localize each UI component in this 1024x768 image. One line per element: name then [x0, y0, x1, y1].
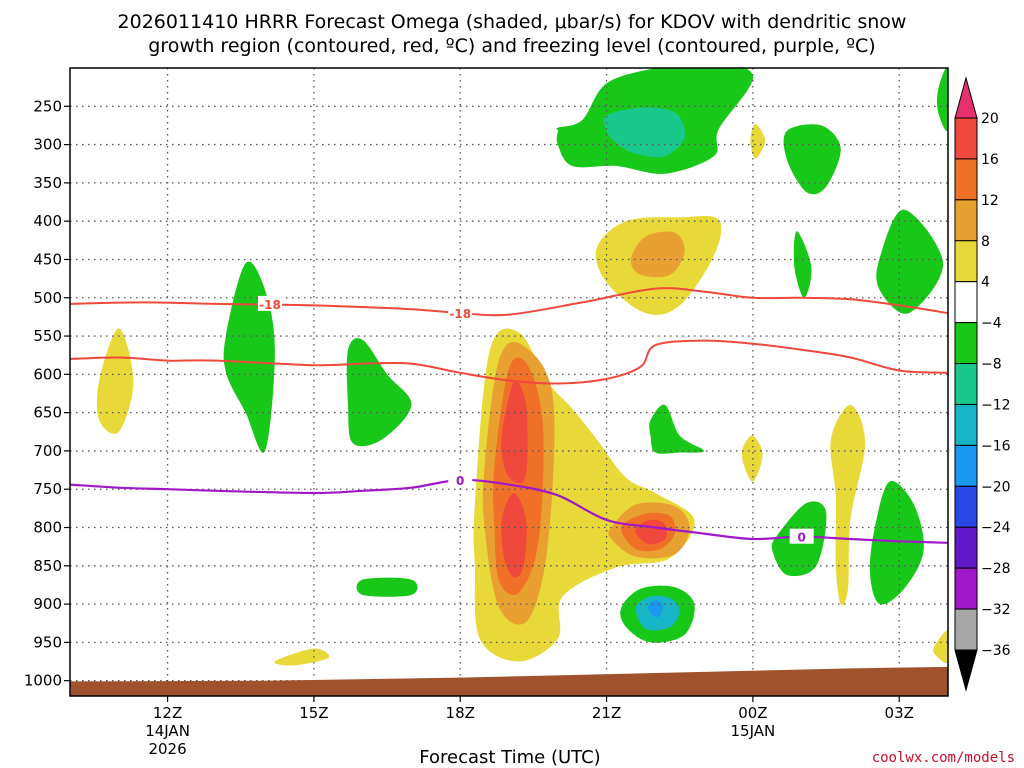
colorbar-swatch-7: [954, 403, 978, 446]
colorbar-tick-8: −16: [981, 438, 1011, 454]
x-tick-label-3: 21Z: [592, 704, 621, 722]
colorbar-swatch-12: [954, 608, 978, 651]
colorbar-swatch-1: [954, 158, 978, 201]
colorbar-tick-4: 4: [981, 275, 990, 291]
colorbar-tick-9: −20: [981, 479, 1011, 495]
colorbar-tick-11: −28: [981, 561, 1011, 577]
x-tick-label-1: 15Z: [299, 704, 328, 722]
colorbar-tick-13: −36: [981, 643, 1011, 659]
colorbar: 20 16 12 8 4 −4 −8 −12 −16 −20 −24 −28 −32 −36: [954, 76, 1011, 692]
omega-region-5: [750, 123, 766, 159]
omega-region-6: [793, 231, 812, 298]
x-tick-year-0: 2026: [148, 740, 186, 758]
colorbar-swatch-3: [954, 240, 978, 283]
freezing-label-2: 0: [797, 531, 805, 545]
colorbar-swatch-6: [954, 363, 978, 405]
chart-title-line1: 2026011410 HRRR Forecast Omega (shaded, …: [118, 11, 907, 33]
colorbar-tick-12: −32: [981, 602, 1011, 618]
omega-region-18: [501, 493, 527, 578]
colorbar-swatch-11: [954, 567, 978, 610]
colorbar-tick-1: 16: [981, 152, 999, 168]
dgz-upper-line: [70, 287, 948, 317]
colorbar-swatch-0: [954, 117, 978, 160]
colorbar-tick-10: −24: [981, 520, 1011, 536]
colorbar-swatch-5: [954, 322, 978, 365]
x-tick-label-0: 12Z: [153, 704, 182, 722]
omega-region-29: [869, 480, 924, 605]
dgz-label-2: -18: [449, 307, 471, 321]
omega-region-17: [501, 380, 528, 484]
y-tick-label-12: 850: [33, 557, 62, 575]
omega-region-11: [356, 577, 418, 597]
omega-shading: [96, 68, 948, 666]
colorbar-tick-5: −4: [981, 316, 1002, 332]
omega-region-7: [876, 209, 944, 314]
omega-region-12: [96, 328, 134, 434]
y-axis: 250 300 350 400 450 500 550 600 650 700 750 800 850 9…: [24, 97, 70, 690]
x-tick-label-4: 00Z: [738, 704, 767, 722]
omega-region-10: [346, 338, 412, 447]
colorbar-tick-6: −8: [981, 357, 1002, 373]
dgz-label-2-bg: [448, 305, 473, 321]
credit-text: coolwx.com/models: [872, 750, 1015, 766]
freezing-label-1-bg: [448, 472, 473, 488]
colorbar-tick-2: 12: [981, 193, 999, 209]
plot-frame: [69, 67, 949, 697]
y-tick-label-11: 800: [33, 519, 62, 537]
x-tick-label-2: 18Z: [446, 704, 475, 722]
y-tick-label-2: 350: [33, 174, 62, 192]
x-tick-date-0: 14JAN: [145, 722, 190, 740]
dgz-lower-line: [70, 339, 948, 385]
terrain-fill: [70, 666, 948, 696]
y-tick-label-4: 450: [33, 250, 62, 268]
y-tick-label-6: 550: [33, 327, 62, 345]
plot-area: -18 -18 0 0: [69, 67, 949, 697]
colorbar-tick-0: 20: [981, 111, 999, 127]
omega-region-30: [933, 630, 948, 664]
freezing-label-2-bg: [789, 528, 814, 544]
omega-region-4: [783, 124, 841, 195]
x-tick-label-5: 03Z: [885, 704, 914, 722]
colorbar-tick-7: −12: [981, 397, 1011, 413]
y-tick-label-0: 250: [33, 97, 62, 115]
colorbar-tick-3: 8: [981, 234, 990, 250]
colorbar-bottom-arrow: [954, 649, 978, 692]
colorbar-swatch-2: [954, 199, 978, 242]
colorbar-top-arrow: [954, 76, 978, 119]
dgz-label-1-bg: [257, 295, 282, 311]
contour-lines: -18 -18 0 0: [70, 287, 948, 545]
dgz-label-1: -18: [259, 298, 281, 312]
omega-region-3: [630, 231, 685, 278]
colorbar-swatch-4: [954, 281, 978, 324]
omega-region-8: [937, 68, 948, 131]
y-tick-label-8: 650: [33, 404, 62, 422]
omega-region-28: [830, 404, 866, 606]
y-tick-label-14: 950: [33, 633, 62, 651]
colorbar-swatch-8: [954, 444, 978, 487]
chart-title-line2: growth region (contoured, red, ºC) and f…: [148, 35, 875, 57]
omega-region-25: [649, 404, 705, 454]
y-tick-label-7: 600: [33, 365, 62, 383]
freezing-label-1: 0: [456, 474, 464, 488]
x-axis-label: Forecast Time (UTC): [419, 747, 600, 768]
y-tick-label-9: 700: [33, 442, 62, 460]
y-tick-label-5: 500: [33, 289, 62, 307]
colorbar-swatch-10: [954, 526, 978, 569]
y-tick-label-1: 300: [33, 136, 62, 154]
y-tick-label-13: 900: [33, 595, 62, 613]
y-tick-label-10: 750: [33, 480, 62, 498]
x-tick-date-4: 15JAN: [731, 722, 776, 740]
omega-region-13: [274, 648, 330, 666]
colorbar-swatch-9: [954, 485, 978, 528]
y-tick-label-3: 400: [33, 212, 62, 230]
y-tick-label-15: 1000: [24, 672, 62, 690]
